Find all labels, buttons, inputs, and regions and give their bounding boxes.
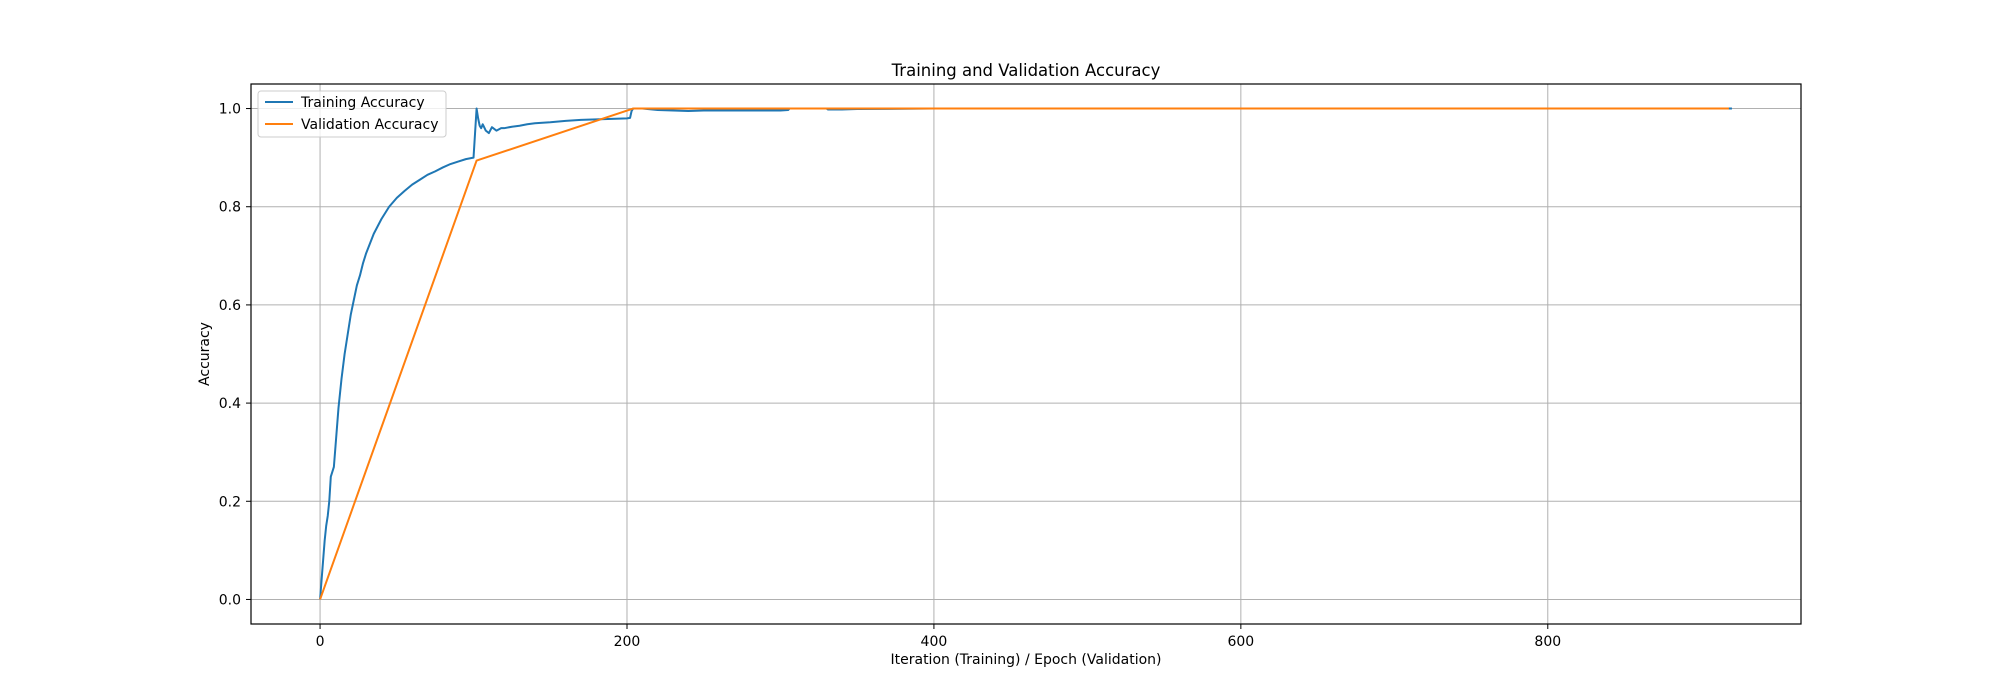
legend: Training Accuracy Validation Accuracy — [257, 90, 447, 138]
series-layer — [319, 107, 1732, 600]
legend-label-training: Training Accuracy — [300, 95, 425, 111]
plot-frame — [250, 83, 1802, 625]
x-tick-label: 800 — [1534, 634, 1561, 650]
y-tick-label: 1.0 — [219, 102, 241, 118]
y-tick-label: 0.8 — [219, 200, 241, 216]
x-tick-label: 0 — [316, 634, 325, 650]
x-tick-label: 200 — [614, 634, 641, 650]
x-tick-label: 600 — [1227, 634, 1254, 650]
y-tick-label: 0.4 — [219, 396, 241, 412]
legend-label-validation: Validation Accuracy — [301, 117, 439, 133]
legend-box — [257, 90, 447, 138]
ticks: 0 200 400 600 800 0.0 0.2 0.4 0.6 0.8 1.0 — [219, 102, 1561, 650]
x-axis-label: Iteration (Training) / Epoch (Validation… — [891, 652, 1162, 668]
chart-title: Training and Validation Accuracy — [891, 61, 1161, 80]
y-tick-label: 0.2 — [219, 494, 241, 510]
y-tick-label: 0.6 — [219, 298, 241, 314]
y-tick-label: 0.0 — [219, 592, 241, 608]
validation-accuracy-line — [319, 107, 1729, 600]
training-accuracy-line — [319, 107, 1732, 600]
x-tick-label: 400 — [921, 634, 948, 650]
y-axis-label: Accuracy — [197, 322, 213, 386]
